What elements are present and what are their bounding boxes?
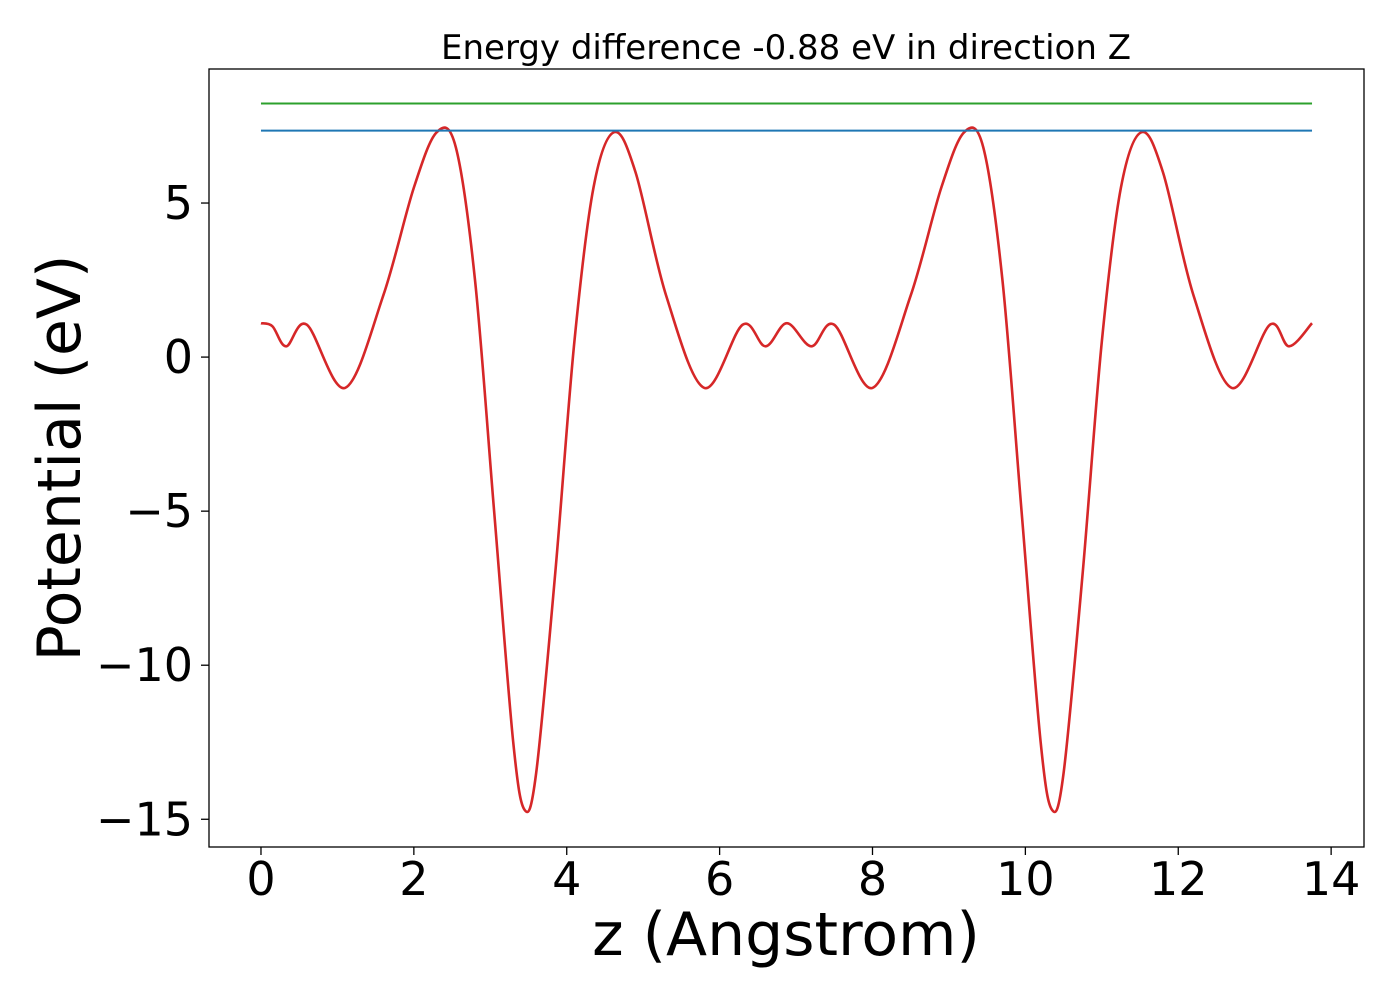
y-tick-label: −10	[96, 638, 193, 692]
x-axis-label: z (Angstrom)	[592, 900, 980, 970]
x-tick-label: 10	[996, 852, 1055, 906]
x-axis-ticks: 0 2 4 6 8 10 12 14	[246, 847, 1360, 906]
y-axis-ticks: 5 0 −5 −10 −15	[96, 176, 209, 846]
x-tick-label: 4	[552, 852, 581, 906]
x-tick-label: 2	[399, 852, 428, 906]
y-axis-label: Potential (eV)	[25, 255, 95, 662]
y-tick-label: 0	[164, 330, 193, 384]
x-tick-label: 12	[1149, 852, 1208, 906]
x-tick-label: 0	[246, 852, 275, 906]
series-line-0	[260, 126, 1313, 814]
axes-frame	[208, 68, 1365, 848]
x-tick-label: 8	[858, 852, 887, 906]
plot-area	[208, 68, 1365, 848]
y-tick-label: −15	[96, 792, 193, 846]
x-tick-label: 14	[1302, 852, 1361, 906]
series-layer	[260, 102, 1313, 814]
x-tick-label: 6	[705, 852, 734, 906]
y-tick-label: 5	[164, 176, 193, 230]
y-tick-label: −5	[125, 484, 193, 538]
chart-title: Energy difference -0.88 eV in direction …	[441, 28, 1131, 68]
